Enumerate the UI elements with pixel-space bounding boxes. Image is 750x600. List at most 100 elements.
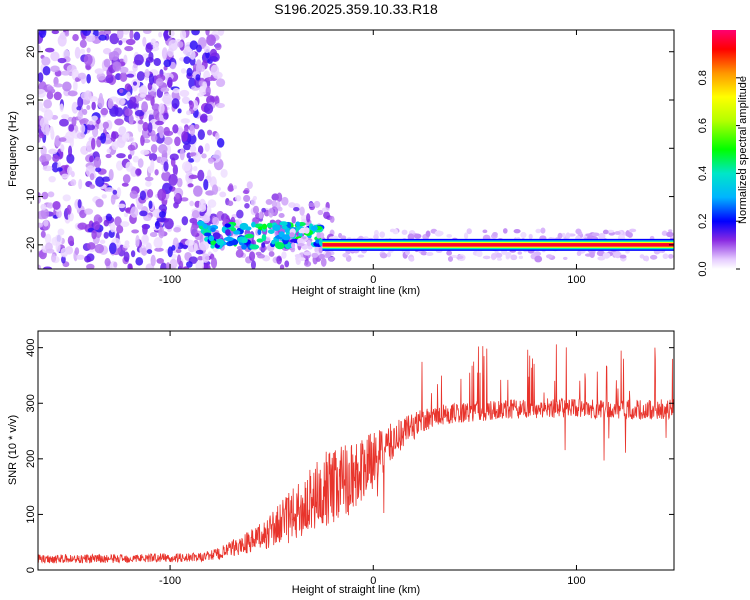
spectrogram-cell (201, 153, 207, 159)
spectrogram-cell (644, 255, 650, 262)
spectrogram-cell (275, 241, 285, 250)
spectrogram-cell (197, 129, 205, 140)
spectrogram-cell (57, 57, 67, 64)
spectrogram-cell (56, 167, 63, 172)
spectrogram-cell (129, 96, 137, 104)
spectrogram-cell (160, 87, 170, 93)
spectrogram-cell (40, 208, 50, 220)
spectrogram-cell (168, 173, 178, 186)
spectrogram-cell (74, 247, 80, 256)
spectrogram-cell (167, 76, 173, 89)
spectrogram-cell (91, 115, 98, 122)
spectrogram-cell (60, 144, 65, 153)
spectrogram-cell (447, 256, 454, 262)
spectrogram-cell (141, 234, 149, 245)
spectrogram-cell (205, 85, 211, 97)
spectrogram-cell (70, 171, 75, 178)
spectrogram-cell (242, 189, 249, 195)
spectrogram-cell (50, 51, 60, 62)
spectrogram-cell (66, 153, 75, 164)
snr-ylabel: SNR (10 * v/v) (7, 415, 19, 485)
colorbar-tick-label: 0.2 (697, 214, 709, 229)
spectrogram-cell (298, 229, 303, 234)
spectrogram-cell (220, 168, 228, 178)
spectrogram-cell (268, 207, 274, 218)
spectrogram-cell (139, 190, 147, 201)
spectrogram-cell (68, 124, 75, 132)
spectrogram-cell (157, 188, 167, 201)
spectrogram-cell (204, 232, 212, 237)
spectrogram-cell (205, 76, 214, 82)
spectrogram-cell (41, 56, 51, 66)
spectrogram-cell (127, 154, 132, 160)
spectrogram-cell (143, 30, 152, 35)
spectrogram-cell (135, 257, 144, 266)
colorbar-tick-label: 0.4 (697, 166, 709, 181)
spectrogram-cell (130, 167, 138, 177)
spectrogram-cell (120, 38, 128, 43)
spectrogram-cell (181, 216, 189, 226)
spectrogram-ytick-label: -10 (25, 189, 37, 205)
spectrogram-cell (43, 109, 54, 121)
spectrogram-cell (308, 202, 315, 208)
spectrogram-cell (61, 255, 66, 264)
spectrogram-cell (128, 114, 134, 125)
spectrogram-cell (52, 154, 60, 163)
spectrogram-cell (77, 222, 88, 230)
spectrogram-cell (169, 61, 177, 70)
snr-ytick-label: 300 (25, 394, 37, 412)
spectrogram-cell (98, 34, 107, 41)
spectrogram-cell (101, 194, 107, 199)
spectrogram-cell (210, 64, 220, 77)
spectrogram-cell (463, 232, 469, 240)
spectrogram-ytick-label: 20 (25, 46, 37, 58)
spectrogram-cell (51, 115, 59, 120)
spectrogram-cell (38, 222, 44, 228)
spectrogram-cell (407, 233, 415, 241)
spectrogram-cell (246, 181, 253, 190)
spectrogram-cell (76, 254, 85, 260)
spectrogram-cell (108, 51, 115, 58)
spectrogram-cell (121, 182, 129, 187)
spectrogram-cell (48, 148, 58, 155)
spectrogram-cell (187, 183, 194, 188)
spectrogram-cell (518, 255, 524, 260)
spectrogram-cell (58, 137, 67, 142)
spectrogram-cell (189, 200, 195, 207)
spectrogram-cell (565, 232, 571, 240)
spectrogram-cell (261, 234, 267, 242)
spectrogram-cell (47, 191, 55, 198)
spectrogram-cell (257, 253, 266, 259)
spectrogram-cell (40, 203, 47, 211)
spectrogram-cell (122, 30, 130, 35)
spectrogram-cell (96, 72, 106, 81)
spectrogram-cell (146, 249, 153, 254)
spectrogram-cell (85, 64, 91, 70)
spectrogram-cell (310, 225, 318, 231)
spectrogram-cell (172, 164, 178, 176)
spectrogram-cell (304, 227, 310, 234)
spectrogram-cell (149, 231, 158, 238)
spectrogram-cell (179, 148, 185, 161)
spectrogram-cell (76, 132, 86, 140)
spectrogram-cell (235, 249, 244, 258)
spectrogram-cell (199, 113, 209, 123)
spectrogram-cell (94, 243, 104, 254)
spectrogram-cell (244, 203, 250, 209)
spectrogram-cell (210, 257, 218, 269)
spectrogram-cell (602, 229, 609, 235)
spectrogram-cell (142, 36, 147, 47)
spectrogram-cell (145, 43, 153, 53)
spectrogram-cell (129, 190, 138, 199)
spectrogram-cell (206, 204, 212, 217)
spectrogram-cell (215, 102, 225, 109)
spectrogram-cell (195, 74, 201, 81)
spectrogram-cell (141, 101, 149, 113)
spectrogram-cell (91, 101, 96, 111)
spectrogram-cell (77, 110, 83, 121)
spectrogram-heatmap (38, 30, 674, 269)
spectrogram-cell (243, 194, 251, 203)
spectrogram-cell (139, 210, 148, 217)
spectrogram-cell (125, 207, 131, 213)
spectrogram-cell (155, 120, 164, 126)
